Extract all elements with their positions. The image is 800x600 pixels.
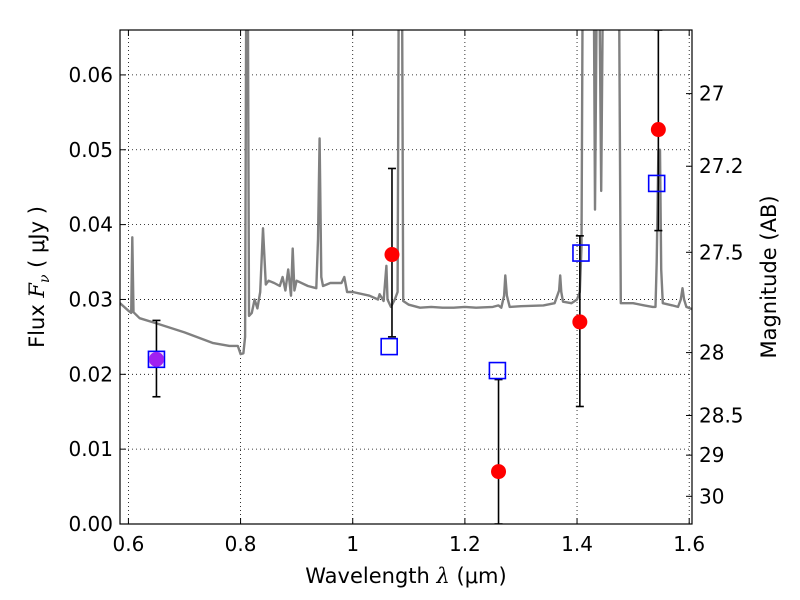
model-sed-line-layer xyxy=(120,30,692,356)
observed-photometry-point xyxy=(650,122,666,138)
x-tick-label: 1 xyxy=(346,532,359,556)
model-sed-line xyxy=(120,30,692,356)
y-tick-label: 0.03 xyxy=(68,287,113,311)
observed-photometry-point xyxy=(572,314,588,330)
x-axis-label: Wavelength λ (μm) xyxy=(305,564,506,588)
photometry-points-layer xyxy=(147,30,666,524)
y2-tick-label: 29 xyxy=(699,443,724,467)
y-tick-label: 0.00 xyxy=(68,512,113,536)
plot-frame xyxy=(119,29,693,525)
y-tick-label: 0.05 xyxy=(68,138,113,162)
observed-photometry-point xyxy=(491,464,507,480)
y2-tick-label: 28 xyxy=(699,341,724,365)
model-photometry-square xyxy=(488,361,507,380)
x-tick-label: 0.6 xyxy=(113,532,145,556)
y-tick-label: 0.02 xyxy=(68,362,113,386)
model-photometry-square xyxy=(647,174,666,193)
x-tick-label: 1.2 xyxy=(449,532,481,556)
x-tick-label: 0.8 xyxy=(225,532,257,556)
y2-tick-label: 28.5 xyxy=(699,403,744,427)
y-tick-label: 0.06 xyxy=(68,63,113,87)
x-tick-label: 1.4 xyxy=(561,532,593,556)
x-tick-label: 1.6 xyxy=(673,532,705,556)
observed-photometry-point xyxy=(384,247,400,263)
axis-labels: Wavelength λ (μm) Flux Fν ( μJy ) Magnit… xyxy=(25,195,781,588)
y2-tick-label: 27.5 xyxy=(699,240,744,264)
y2-tick-label: 27.2 xyxy=(699,154,744,178)
y2-axis-label: Magnitude (AB) xyxy=(757,195,781,358)
y-tick-label: 0.04 xyxy=(68,213,113,237)
y-axis-label: Flux Fν ( μJy ) xyxy=(25,206,53,348)
axis-ticks: 0.6 0.8 1 1.2 1.4 1.6 0.00 0.01 0.02 0.03 0.04 0.05… xyxy=(68,30,744,556)
y2-tick-label: 27 xyxy=(699,82,724,106)
observed-point-group xyxy=(494,378,503,524)
y2-tick-label: 30 xyxy=(699,484,724,508)
grid xyxy=(120,30,692,525)
observed-photometry-point xyxy=(148,351,164,367)
y-tick-label: 0.01 xyxy=(68,437,113,461)
model-photometry-square xyxy=(380,337,398,356)
model-photometry-square xyxy=(572,244,590,262)
